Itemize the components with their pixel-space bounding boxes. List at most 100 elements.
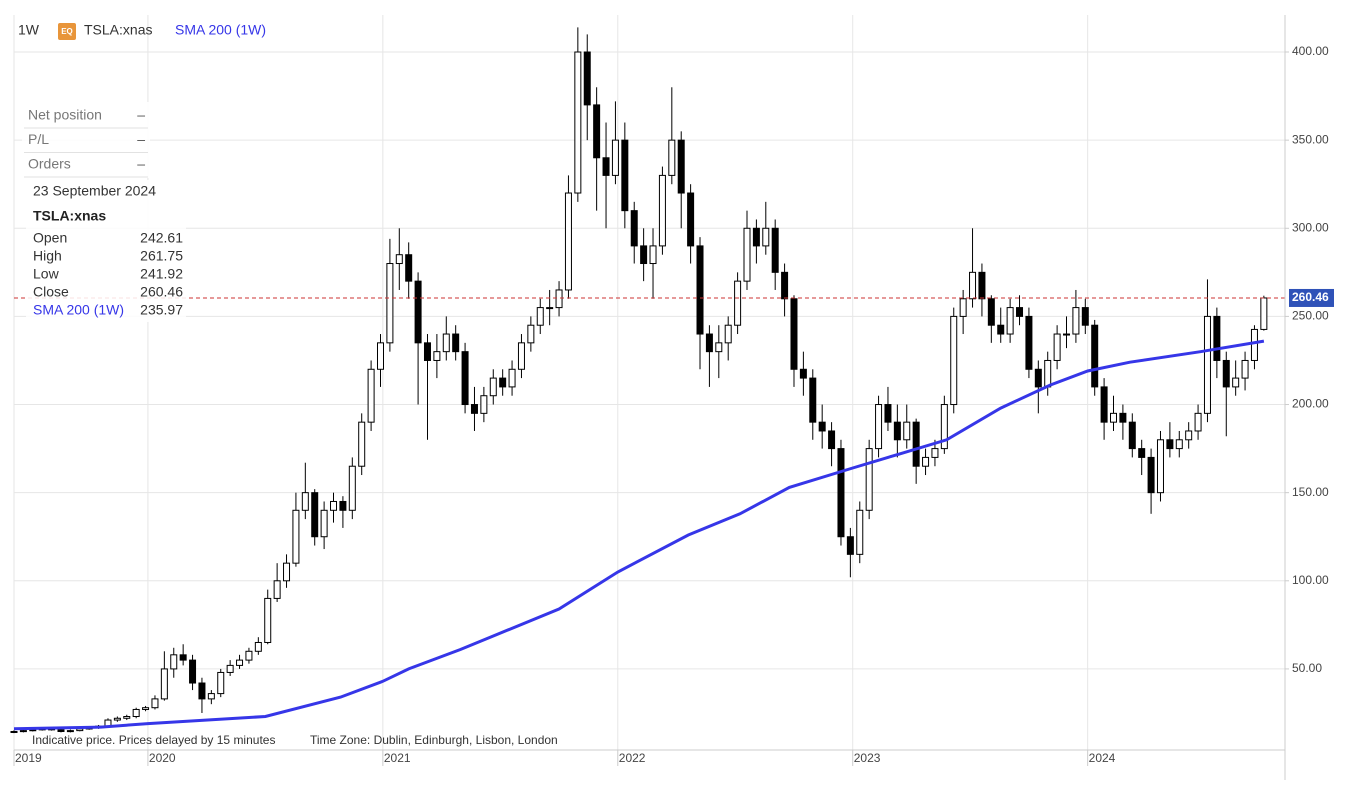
- candle-body: [489, 377, 497, 397]
- x-tick-label: 2020: [149, 751, 176, 765]
- candle-body: [470, 404, 478, 414]
- candle-body: [950, 315, 958, 406]
- sma-legend: SMA 200 (1W): [175, 22, 266, 38]
- candle-body: [912, 421, 920, 467]
- candle-body: [987, 298, 995, 326]
- candle-body: [123, 716, 131, 719]
- candle-body: [837, 448, 845, 538]
- candle-body: [1025, 315, 1033, 370]
- candle-body: [189, 659, 197, 684]
- candle-body: [790, 298, 798, 370]
- candle-body: [527, 324, 535, 344]
- candle-body: [1044, 359, 1052, 388]
- candle-body: [10, 730, 18, 733]
- candle-body: [593, 104, 601, 159]
- footer-note: Time Zone: Dublin, Edinburgh, Lisbon, Lo…: [310, 733, 558, 747]
- header: 1W EQ TSLA:xnas SMA 200 (1W): [18, 22, 266, 40]
- candle-body: [931, 448, 939, 458]
- candle-body: [771, 227, 779, 273]
- candle-body: [1194, 412, 1202, 432]
- candle-body: [433, 351, 441, 361]
- interval: 1W: [18, 22, 40, 38]
- candle-body: [179, 654, 187, 661]
- candle-body: [724, 324, 732, 344]
- y-tick-label: 100.00: [1292, 573, 1329, 587]
- last-price-label: 260.46: [1292, 290, 1329, 304]
- candle-body: [386, 263, 394, 344]
- candle-body: [1232, 377, 1240, 388]
- candle-body: [978, 271, 986, 300]
- footer-note: Indicative price. Prices delayed by 15 m…: [32, 733, 275, 747]
- panel-field-value: 261.75: [140, 248, 183, 264]
- candle-body: [1222, 359, 1230, 388]
- candle-body: [705, 333, 713, 353]
- candle-body: [1109, 412, 1117, 423]
- candle-body: [903, 421, 911, 441]
- candle-body: [640, 245, 648, 265]
- candle-body: [1250, 328, 1258, 361]
- candle-body: [893, 421, 901, 441]
- candle-body: [602, 157, 610, 176]
- panel-field: Open: [33, 230, 67, 246]
- y-tick-label: 200.00: [1292, 397, 1329, 411]
- candle-body: [1072, 307, 1080, 335]
- badge: EQ: [61, 27, 73, 36]
- panel-value: –: [137, 107, 145, 123]
- candle-body: [677, 139, 685, 194]
- candle-body: [57, 729, 65, 732]
- panel-bg: [26, 180, 186, 322]
- candle-body: [1241, 359, 1249, 379]
- candle-body: [461, 351, 469, 406]
- y-tick-label: 300.00: [1292, 220, 1329, 234]
- y-tick-label: 350.00: [1292, 132, 1329, 146]
- candle-body: [226, 664, 234, 673]
- candle-body: [649, 245, 657, 265]
- y-tick-label: 250.00: [1292, 309, 1329, 323]
- candle-body: [395, 254, 403, 265]
- candle-body: [508, 368, 516, 388]
- last-price-tag: [1289, 288, 1334, 307]
- badge-bg: [58, 23, 76, 40]
- plot-area: [10, 27, 1285, 734]
- candle-body: [76, 728, 84, 732]
- candle-body: [1260, 297, 1268, 330]
- candle-body: [1128, 421, 1136, 450]
- candle-body: [611, 139, 619, 176]
- candle-body: [254, 641, 262, 652]
- candle-body: [752, 227, 760, 247]
- y-tick-label: 50.00: [1292, 661, 1322, 675]
- candle-body: [818, 421, 826, 432]
- panel-value: –: [137, 156, 145, 172]
- panel-field-value: 260.46: [140, 284, 183, 300]
- candle-body: [301, 492, 309, 511]
- candle-body: [1175, 439, 1183, 450]
- candle-body: [1034, 368, 1042, 388]
- y-tick-label: 400.00: [1292, 44, 1329, 58]
- candle-body: [621, 139, 629, 212]
- panel-field: Low: [33, 266, 60, 282]
- x-tick-label: 2022: [619, 751, 646, 765]
- candle-body: [856, 509, 864, 555]
- sma-line: [13, 339, 1265, 731]
- panel-field-value: 242.61: [140, 230, 183, 246]
- candle-body: [734, 280, 742, 326]
- panel-field: High: [33, 248, 62, 264]
- candle-body: [283, 562, 291, 582]
- candle-body: [367, 368, 375, 423]
- panel-symbol: TSLA:xnas: [33, 208, 106, 224]
- candle-body: [376, 342, 384, 370]
- candle-body: [1081, 307, 1089, 326]
- x-tick-label: 2019: [15, 751, 42, 765]
- candle-body: [668, 139, 676, 176]
- panel-label: P/L: [28, 131, 49, 147]
- candle-body: [959, 298, 967, 317]
- candle-body: [1203, 315, 1211, 414]
- candle-body: [564, 192, 572, 291]
- candle-body: [405, 254, 413, 282]
- candle-body: [1016, 307, 1024, 317]
- candle-body: [442, 333, 450, 353]
- footer: Indicative price. Prices delayed by 15 m…: [32, 733, 558, 747]
- candle-body: [132, 708, 140, 718]
- candle-body: [1185, 430, 1193, 441]
- candle-body: [546, 307, 554, 310]
